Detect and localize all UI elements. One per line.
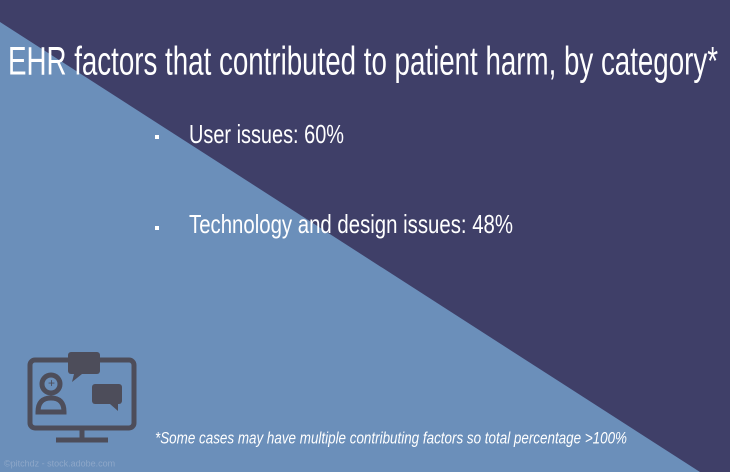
plus-icon: +: [48, 376, 55, 390]
bullet-text: Technology and design issues: 48%: [189, 209, 513, 239]
chat-bubbles: [68, 352, 122, 411]
bullet-marker: [155, 226, 159, 230]
bullet-text: User issues: 60%: [189, 119, 344, 149]
title: EHR factors that contributed to patient …: [8, 40, 718, 84]
footnote: *Some cases may have multiple contributi…: [155, 428, 627, 447]
image-credit: ©pitchdz - stock.adobe.com: [4, 458, 115, 468]
bullet-marker: [155, 135, 159, 139]
